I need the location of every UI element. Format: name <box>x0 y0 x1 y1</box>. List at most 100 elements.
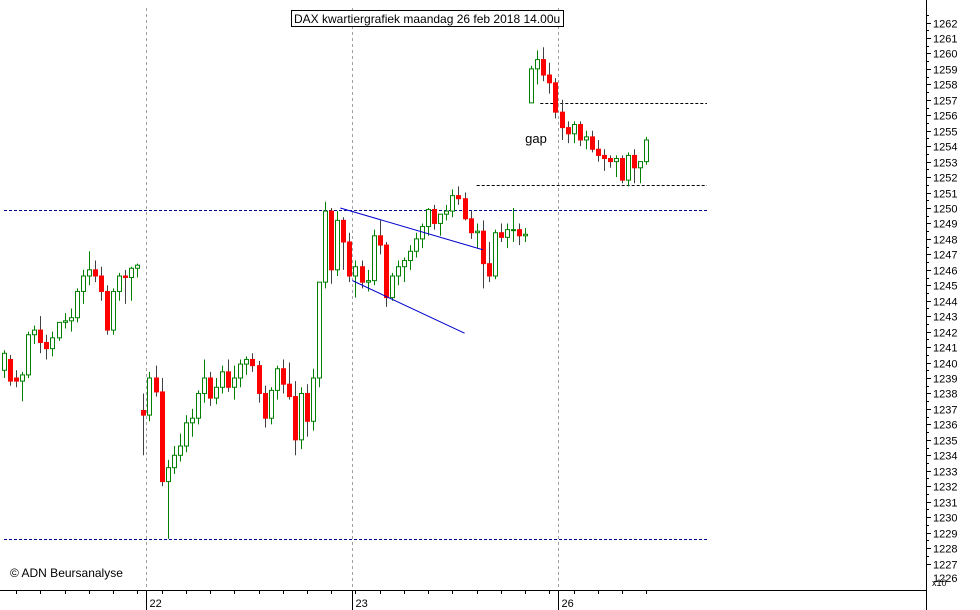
candle <box>529 65 534 104</box>
candle <box>644 136 649 165</box>
candle <box>117 272 122 301</box>
candle <box>299 387 304 450</box>
y-tick-label: 1248 <box>933 235 957 247</box>
candle <box>87 251 92 286</box>
candle-body <box>38 329 43 343</box>
candle-body <box>372 235 377 282</box>
candle-body <box>414 238 419 252</box>
candle <box>560 99 565 140</box>
candle <box>311 368 316 431</box>
candle-body <box>32 329 37 336</box>
candle-body <box>214 386 219 399</box>
candle <box>232 365 237 400</box>
candle <box>614 155 619 178</box>
y-tick-label: 1240 <box>933 359 957 371</box>
candle-body <box>384 244 389 299</box>
grid-layer <box>146 8 559 590</box>
x-tick-label: 26 <box>562 598 574 610</box>
candle <box>147 371 152 422</box>
candle <box>317 281 322 388</box>
candle <box>578 121 583 147</box>
candle-body <box>541 59 546 76</box>
candle <box>566 121 571 144</box>
candle <box>141 393 146 456</box>
candle-body <box>93 269 98 277</box>
candle <box>596 139 601 162</box>
y-tick-label: 1237 <box>933 405 957 417</box>
candle-body <box>299 392 304 441</box>
candle-body <box>111 290 116 331</box>
candle-body <box>329 210 334 271</box>
candle <box>160 378 165 487</box>
candle <box>214 378 219 405</box>
candle <box>353 260 358 298</box>
candle-body <box>444 210 449 215</box>
candle <box>26 331 31 379</box>
title-frame <box>291 10 564 27</box>
candle <box>20 371 25 402</box>
candle <box>469 211 474 239</box>
candle <box>275 365 280 400</box>
candle <box>166 459 171 539</box>
candle <box>257 361 262 403</box>
candle-body <box>475 230 480 234</box>
candle <box>553 78 558 119</box>
candle <box>378 220 383 255</box>
candle <box>499 223 504 242</box>
candle-body <box>638 161 643 169</box>
candle-body <box>523 233 528 237</box>
y-tick-label: 1261 <box>933 34 957 46</box>
y-tick-label: 1252 <box>933 173 957 185</box>
candle <box>202 359 207 403</box>
candle-body <box>553 82 558 113</box>
candle-body <box>438 213 443 224</box>
candle <box>481 220 486 289</box>
gap-annotation: gap <box>525 131 547 146</box>
candle-body <box>311 377 316 422</box>
candle-body <box>123 275 128 279</box>
candle-body <box>360 266 365 283</box>
y-tick-label: 1249 <box>933 219 957 231</box>
candle-body <box>626 154 631 181</box>
candle <box>105 285 110 335</box>
annotation-layer: gap <box>525 131 547 146</box>
candles-layer <box>2 47 649 539</box>
candle-body <box>81 275 86 292</box>
candle-body <box>323 210 328 283</box>
candle-body <box>226 371 231 388</box>
candle-body <box>547 74 552 84</box>
y-tick-label: 1243 <box>933 312 957 324</box>
candle-body <box>141 409 146 416</box>
y-tick-label: 1251 <box>933 189 957 201</box>
candle-body <box>353 266 358 277</box>
candle <box>281 359 286 394</box>
candle <box>269 387 274 425</box>
candle <box>63 313 68 329</box>
candle-body <box>293 396 298 441</box>
y-tick-label: 1262 <box>933 19 957 31</box>
candle <box>360 260 365 289</box>
candle <box>244 356 249 375</box>
copyright-label: © ADN Beursanalyse <box>10 566 123 580</box>
candle <box>99 266 104 301</box>
candle-body <box>590 136 595 150</box>
candle-body <box>129 267 134 279</box>
candle-body <box>602 154 607 160</box>
candle-body <box>220 371 225 388</box>
candle-body <box>481 230 486 265</box>
candle <box>426 207 431 236</box>
candle <box>190 408 195 437</box>
candle-body <box>390 275 395 299</box>
candle-body <box>63 320 68 323</box>
candle <box>438 213 443 236</box>
candle <box>505 223 510 249</box>
candle <box>44 334 49 360</box>
candle <box>123 269 128 304</box>
candle-body <box>566 127 571 135</box>
candle <box>632 149 637 184</box>
candle-body <box>572 124 577 135</box>
candle-body <box>463 198 468 220</box>
y-tick-label-partial: 1226 <box>933 573 957 585</box>
candle <box>75 288 80 323</box>
